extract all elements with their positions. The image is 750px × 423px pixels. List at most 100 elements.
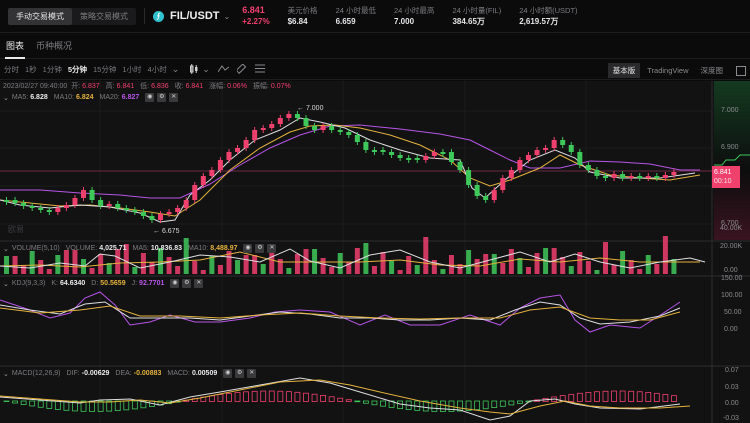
timeframe-1s[interactable]: 1秒 [25, 65, 37, 74]
close-icon[interactable]: ✕ [247, 369, 257, 378]
stat-value: $6.84 [287, 17, 308, 26]
view-basic-button[interactable]: 基本版 [607, 63, 641, 78]
eye-icon[interactable]: ◉ [145, 93, 155, 102]
volume-axis-label: 20.00K [720, 243, 743, 250]
collapse-chevron-icon[interactable]: ⌄ [3, 245, 9, 253]
change-value: 0.06% [227, 82, 247, 90]
kdj-axis-label: 50.00 [724, 309, 742, 316]
candle-legend: 2023/02/27 09:40:00 开: 6.837 高: 6.841 低: 6.… [3, 81, 297, 91]
indicator-icon[interactable] [217, 64, 230, 75]
amplitude-label: 振幅: [252, 83, 269, 90]
okx-watermark: 欧易 [8, 225, 24, 234]
volume-axis-label: 40.00K [720, 225, 743, 232]
d-value: 50.5659 [100, 280, 126, 287]
open-label: 开: [71, 83, 81, 90]
stat-value: 7.000 [394, 17, 415, 26]
price-tag-value: 6.841 [714, 169, 732, 176]
close-icon[interactable]: ✕ [194, 279, 204, 288]
collapse-chevron-icon[interactable]: ⌄ [3, 280, 9, 288]
d-label: D: [91, 280, 99, 287]
volume-axis-label: 0.00 [724, 267, 738, 274]
content-tabs: 图表 币种概况 [0, 33, 750, 59]
strategy-mode-button[interactable]: 策略交易模式 [80, 11, 128, 21]
stat-value: 384.65万 [452, 17, 485, 26]
stat-label: 美元价格 [287, 6, 318, 15]
stat-label: 24 小时最低 [335, 6, 376, 15]
kdj-legend: ⌄ KDJ(9,3,3) K: 64.6340 D: 50.5659 J: 92.77… [3, 279, 206, 288]
dif-label: DIF: [66, 370, 80, 377]
macd-axis-label: 0.00 [725, 400, 739, 407]
amplitude-value: 0.07% [270, 82, 291, 90]
ma10-label: MA10: [53, 94, 74, 101]
kdj-axis-label: 100.00 [721, 292, 743, 299]
low-annotation: ← 6.675 [153, 228, 180, 235]
timeframe-1m[interactable]: 1分钟 [42, 65, 62, 74]
fil-coin-icon: ⨍ [153, 10, 164, 22]
high-label: 高: [105, 83, 115, 90]
stat-value: 2,619.57万 [519, 17, 559, 26]
candle-type-icon[interactable] [189, 63, 199, 76]
timeframe-tick[interactable]: 分时 [4, 65, 19, 74]
stat-usd-price: 美元价格 $6.84 [288, 5, 318, 27]
gear-icon[interactable]: ⚙ [157, 93, 167, 102]
stat-24h-high: 24 小时最高 7.000 [394, 5, 434, 27]
ma10-value: 6.824 [75, 94, 94, 101]
timeframe-4h[interactable]: 4小时 [147, 65, 167, 74]
candle-countdown: 00:10 [714, 178, 732, 185]
price-axis-label: 6.900 [721, 144, 739, 151]
timeframe-5m[interactable]: 5分钟 [67, 65, 88, 74]
kline-chart[interactable]: 2023/02/27 09:40:00 开: 6.837 高: 6.841 低: 6.… [0, 81, 750, 423]
gear-icon[interactable]: ⚙ [235, 369, 245, 378]
macd-axis-label: -0.03 [723, 415, 739, 422]
top-bar: 手动交易模式 策略交易模式 ⨍ FIL/USDT ⌄ 6.841 +2.27% … [0, 0, 750, 33]
more-timeframes-chevron-icon[interactable]: ⌄ [171, 64, 180, 74]
macd-axis-label: 0.03 [725, 384, 739, 391]
current-price-tag: 6.841 00:10 [712, 166, 740, 188]
volume-value: 4,025.71 [99, 245, 127, 252]
pair-selector[interactable]: ⨍ FIL/USDT ⌄ [153, 10, 230, 22]
gear-icon[interactable]: ⚙ [255, 244, 265, 253]
timeframe-15m[interactable]: 15分钟 [93, 65, 117, 74]
divider [144, 8, 145, 24]
collapse-chevron-icon[interactable]: ⌄ [3, 94, 9, 102]
j-value: 92.7701 [139, 280, 165, 287]
settings-list-icon[interactable] [254, 64, 265, 75]
gear-icon[interactable]: ⚙ [182, 279, 192, 288]
chart-type-chevron-icon[interactable]: ⌄ [202, 64, 210, 74]
k-value: 64.6340 [59, 280, 86, 287]
eye-icon[interactable]: ◉ [243, 244, 253, 253]
close-icon[interactable]: ✕ [267, 244, 277, 253]
ma20-label: MA20: [99, 94, 120, 101]
timeframe-1h[interactable]: 1小时 [122, 65, 142, 74]
chart-canvas[interactable] [0, 81, 750, 423]
pair-name: FIL/USDT [170, 10, 220, 22]
fullscreen-icon[interactable] [736, 65, 746, 76]
ma5-value: 6.828 [30, 94, 48, 101]
ma-legend: ⌄ MA5: 6.828 MA10: 6.824 MA20: 6.827 ◉ ⚙ ✕ [3, 93, 181, 102]
vol-ma5-label: MA5: [132, 245, 149, 252]
stat-24h-turnover: 24 小时额(USDT) 2,619.57万 [519, 5, 577, 27]
ma20-value: 6.827 [121, 94, 140, 101]
stat-label: 24 小时最高 [394, 6, 435, 15]
kdj-axis-label: 150.00 [721, 275, 743, 282]
k-label: K: [51, 280, 58, 287]
last-price-block: 6.841 +2.27% [242, 5, 269, 27]
stat-24h-volume: 24 小时量(FIL) 384.65万 [452, 5, 501, 27]
view-depth-button[interactable]: 深度图 [700, 66, 724, 75]
collapse-chevron-icon[interactable]: ⌄ [3, 370, 9, 378]
tab-chart[interactable]: 图表 [0, 39, 30, 59]
tab-coin-overview[interactable]: 币种概况 [36, 41, 73, 51]
close-icon[interactable]: ✕ [169, 93, 179, 102]
manual-mode-button[interactable]: 手动交易模式 [8, 7, 72, 25]
macd-legend: ⌄ MACD(12,26,9) DIF: -0.00629 DEA: -0.0088… [3, 369, 259, 378]
eye-icon[interactable]: ◉ [170, 279, 180, 288]
view-tradingview-button[interactable]: TradingView [647, 66, 689, 75]
kdj-axis-label: 0.00 [724, 326, 738, 333]
volume-legend: ⌄ VOLUME(5,10) VOLUME: 4,025.71 MA5: 10,83… [3, 244, 279, 253]
macd-value: 0.00509 [191, 370, 218, 377]
drawing-tool-icon[interactable] [235, 62, 247, 76]
volume-label: VOLUME: [65, 245, 98, 252]
eye-icon[interactable]: ◉ [223, 369, 233, 378]
volume-title: VOLUME(5,10) [11, 245, 60, 252]
vol-ma10-label: MA10: [188, 245, 209, 252]
